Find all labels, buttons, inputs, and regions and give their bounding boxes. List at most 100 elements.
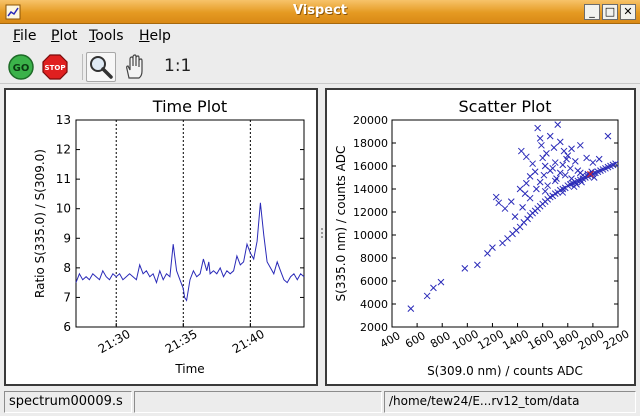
go-icon: GO <box>8 54 34 80</box>
plot-area: Time Plot 6 7 8 9 10 11 12 13 21:30 21:35 21:40 Time… <box>0 86 640 388</box>
go-button[interactable]: GO <box>6 52 36 82</box>
scatter-point <box>511 213 519 220</box>
scatter-plot-frame <box>391 119 619 328</box>
scatter-point <box>539 154 547 162</box>
time-plot-xtick-label: 21:30 <box>96 327 133 356</box>
maximize-button[interactable]: □ <box>602 4 618 20</box>
app-icon <box>5 4 21 20</box>
menu-plot[interactable]: Plot <box>51 28 77 44</box>
menu-file[interactable]: File <box>13 28 36 44</box>
scatter-point <box>543 149 550 157</box>
scatter-point <box>579 171 587 179</box>
scatter-plot-ytick-label: 18000 <box>353 137 388 150</box>
scatter-point <box>538 141 545 149</box>
time-plot-ytick-label: 9 <box>63 231 71 245</box>
menu-tools-mnemonic: T <box>89 28 96 44</box>
scatter-point <box>556 169 564 177</box>
scatter-point <box>612 160 619 168</box>
scatter-plot-xlabel: S(309.0 nm) / counts ADC <box>427 364 583 378</box>
scatter-point <box>516 185 524 193</box>
menu-tools[interactable]: Tools <box>89 28 124 44</box>
scatter-point <box>564 152 572 160</box>
scatter-point <box>559 189 567 196</box>
scatter-plot-xtick-label: 2200 <box>601 327 632 352</box>
scatter-point <box>526 194 534 202</box>
scatter-point <box>495 199 503 207</box>
scatter-point <box>484 250 491 257</box>
scatter-plot-panel[interactable]: Scatter Plot 2000 4000 6000 8000 10000 12000 14… <box>325 88 636 386</box>
status-bar: spectrum00009.s /home/tew24/E...rv12_tom… <box>0 389 640 416</box>
scatter-plot-ytick-label: 12000 <box>353 206 388 219</box>
scatter-point <box>576 141 584 149</box>
scatter-point <box>595 155 603 163</box>
menu-plot-label: lot <box>59 28 78 44</box>
time-plot-xtick-label: 21:35 <box>163 327 200 356</box>
scatter-point <box>589 159 597 166</box>
menu-bar: File Plot Tools Help <box>0 24 640 48</box>
time-plot-chart[interactable]: Time Plot 6 7 8 9 10 11 12 13 21:30 21:35 21:40 Time… <box>6 90 316 384</box>
scatter-point <box>568 145 575 153</box>
menu-help-label: elp <box>149 28 171 44</box>
time-plot-ytick-label: 8 <box>63 261 71 275</box>
scatter-point <box>526 172 534 180</box>
scatter-point <box>550 144 558 151</box>
scatter-point <box>437 278 445 286</box>
stop-button[interactable]: STOP <box>40 52 70 82</box>
menu-help[interactable]: Help <box>139 28 171 44</box>
scatter-plot-ytick-label: 16000 <box>353 160 388 173</box>
scatter-plot-ytick-label: 4000 <box>360 298 388 311</box>
scatter-point <box>578 178 585 186</box>
scatter-point <box>546 132 554 140</box>
time-plot-title: Time Plot <box>152 97 227 116</box>
scatter-point <box>524 215 531 223</box>
scatter-point <box>517 147 525 155</box>
time-plot-frame <box>75 119 305 328</box>
pan-button[interactable] <box>120 52 150 82</box>
close-button[interactable]: ✕ <box>620 4 636 20</box>
menu-plot-mnemonic: P <box>51 28 60 44</box>
toolbar-separator <box>82 54 83 80</box>
scatter-point <box>540 171 548 179</box>
toolbar: GO STOP 1:1 <box>0 50 640 84</box>
scatter-point <box>507 198 515 206</box>
title-bar[interactable]: Vispect _ □ ✕ <box>0 0 640 24</box>
scatter-plot-ytick-label: 6000 <box>360 275 388 288</box>
zoom-button[interactable] <box>86 52 116 82</box>
go-label: GO <box>13 63 30 74</box>
menu-file-label: ile <box>20 28 37 44</box>
time-plot-panel[interactable]: Time Plot 6 7 8 9 10 11 12 13 21:30 21:35 21:40 Time… <box>4 88 318 386</box>
time-plot-ytick-label: 12 <box>56 143 71 157</box>
stop-icon: STOP <box>42 54 68 80</box>
menu-help-mnemonic: H <box>139 28 150 44</box>
minimize-icon: _ <box>589 5 595 18</box>
scatter-point <box>492 193 500 201</box>
panel-splitter[interactable] <box>318 88 325 386</box>
scatter-point <box>489 244 496 252</box>
time-plot-xtick-label: 21:40 <box>230 327 267 356</box>
scatter-point <box>519 204 526 211</box>
one-to-one-button[interactable]: 1:1 <box>164 56 192 76</box>
maximize-icon: □ <box>604 5 616 18</box>
scatter-point <box>529 160 536 168</box>
scatter-point <box>561 171 569 179</box>
time-plot-ytick-label: 6 <box>63 320 71 334</box>
scatter-point <box>423 292 431 300</box>
scatter-point <box>544 182 552 189</box>
stop-label: STOP <box>45 64 66 72</box>
magnifier-icon <box>90 56 113 79</box>
scatter-point <box>516 223 524 231</box>
scatter-point <box>430 284 437 292</box>
scatter-plot-ytick-label: 8000 <box>360 252 388 265</box>
time-plot-ytick-label: 11 <box>56 172 71 186</box>
minimize-button[interactable]: _ <box>584 4 600 20</box>
scatter-plot-ytick-label: 20000 <box>353 114 388 127</box>
scatter-plot-xtick-label: 600 <box>403 329 428 351</box>
menu-file-mnemonic: F <box>13 28 21 44</box>
scatter-plot-title: Scatter Plot <box>459 97 552 116</box>
scatter-point <box>566 164 574 172</box>
status-data-path: /home/tew24/E...rv12_tom/data <box>384 391 636 413</box>
scatter-plot-ytick-label: 14000 <box>353 183 388 196</box>
scatter-point <box>584 170 592 178</box>
scatter-plot-chart[interactable]: Scatter Plot 2000 4000 6000 8000 10000 12000 14… <box>327 90 634 384</box>
